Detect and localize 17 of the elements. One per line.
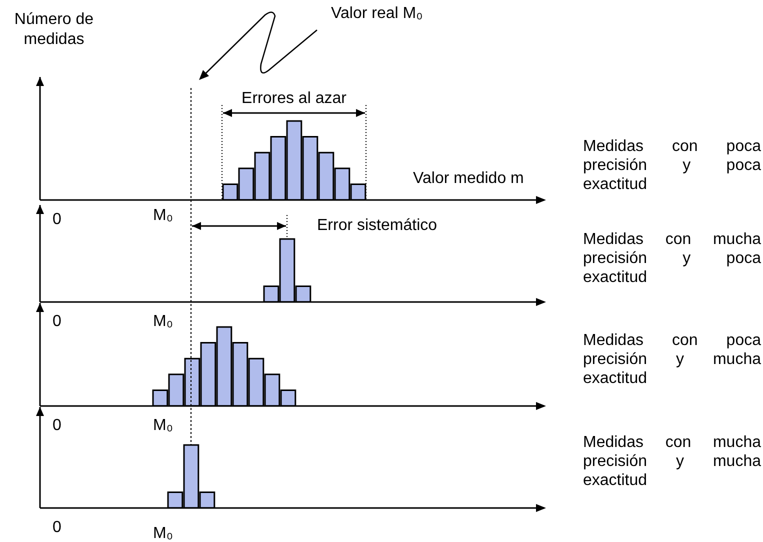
text: Errores al azar — [242, 90, 348, 107]
text: 0 — [52, 417, 62, 434]
text: Medidas con mucha precisión y poca exactitud — [583, 230, 761, 287]
text: M₀ — [153, 417, 173, 434]
text: Medidas con poca precisión y mucha exactitud — [583, 331, 761, 388]
text: M₀ — [153, 525, 173, 542]
text: Medidas con poca precisión y poca exactitud — [583, 137, 761, 194]
text: M₀ — [153, 207, 173, 224]
text: 0 — [52, 313, 62, 330]
text: 0 — [52, 519, 62, 536]
x-axis-title: Valor medido m — [413, 170, 524, 187]
text: Valor real M₀ — [331, 5, 423, 22]
annotation: M₀ — [153, 313, 173, 330]
text: Error sistemático — [317, 217, 438, 234]
y-axis-title: Número de medidas — [13, 10, 95, 50]
text: 0 — [52, 211, 62, 228]
text: Medidas con mucha precisión y mucha exactitud — [583, 433, 761, 490]
